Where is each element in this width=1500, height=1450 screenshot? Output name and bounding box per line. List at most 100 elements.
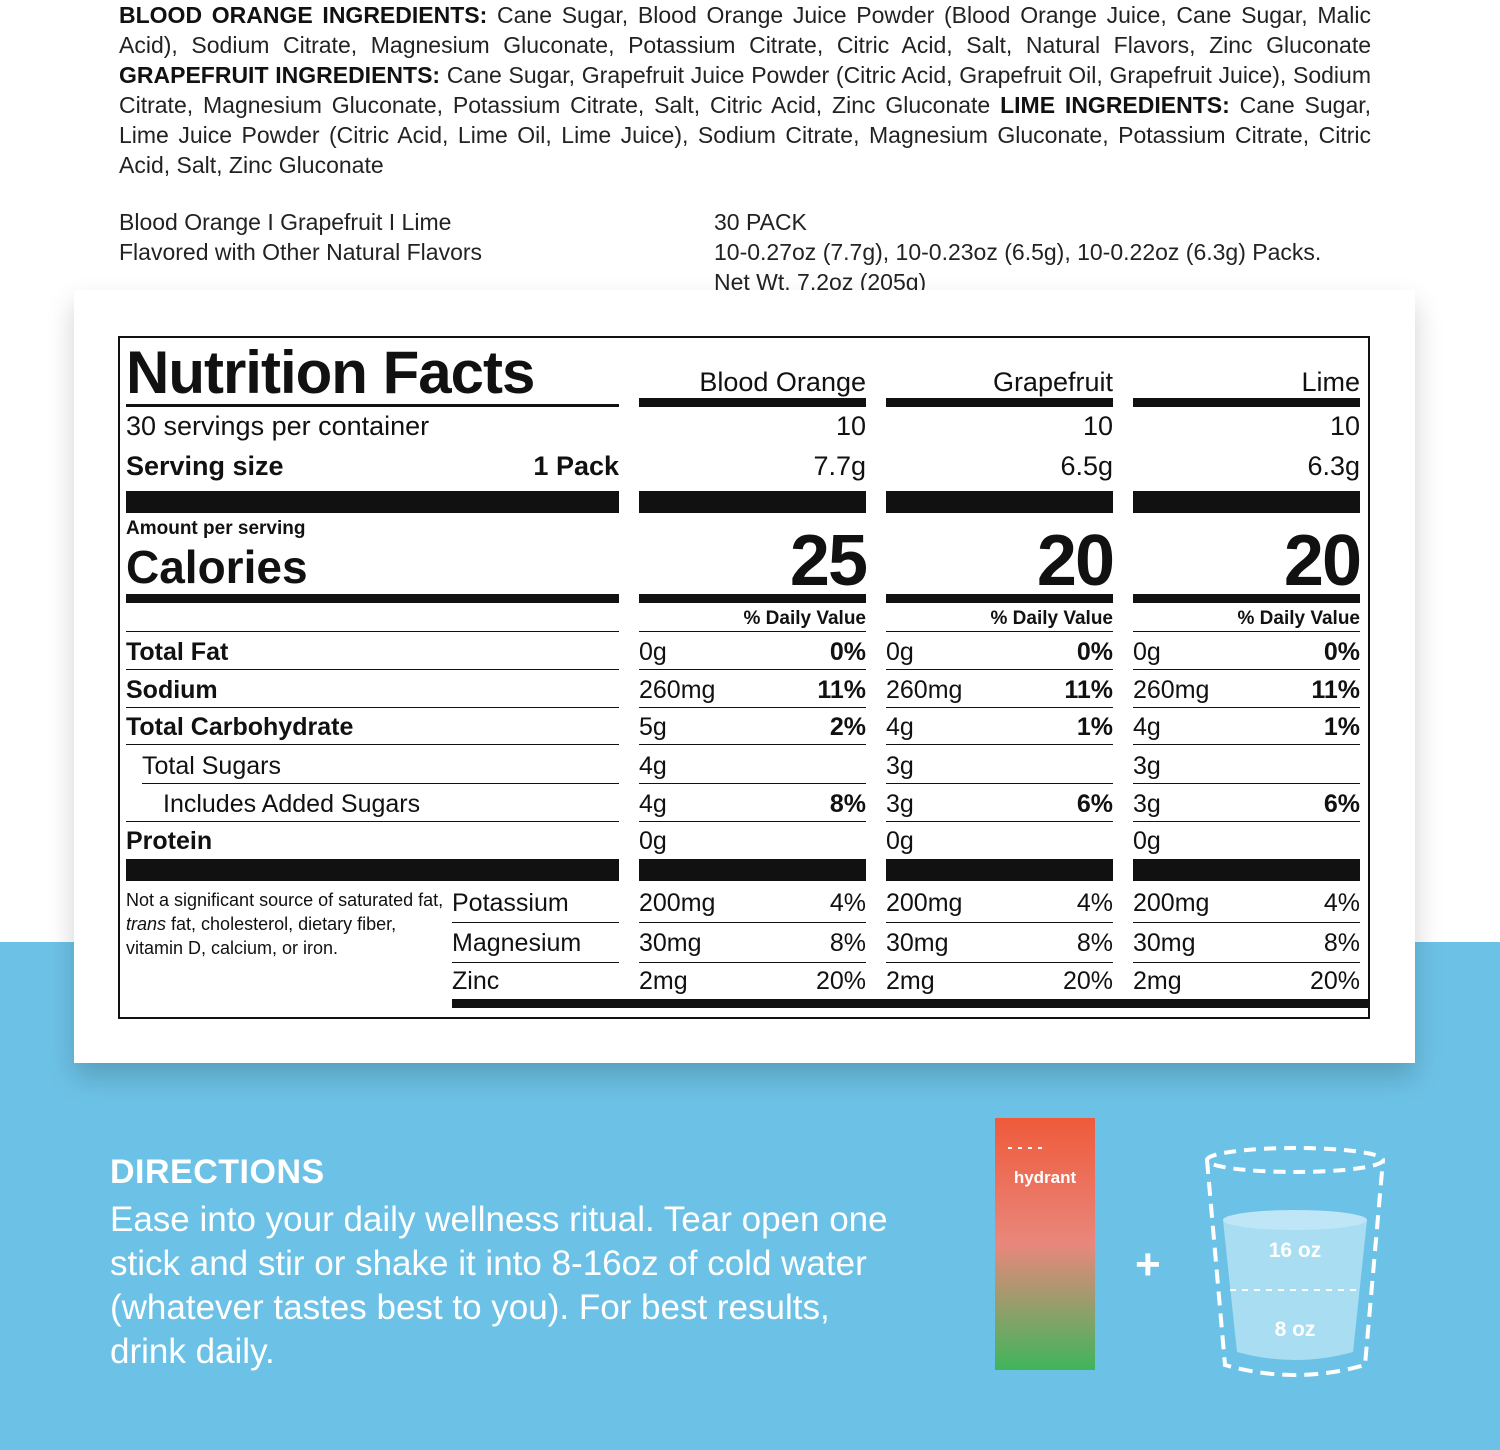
sodium-label: Sodium — [126, 676, 218, 704]
glass-8oz-label: 8 oz — [1275, 1318, 1316, 1341]
zinc-daily-value: 20% — [1062, 967, 1113, 995]
flavor-name: Grapefruit — [992, 367, 1113, 397]
row-divider — [886, 669, 1113, 670]
sodium-amount: 260mg — [886, 676, 963, 704]
servings-count: 10 — [835, 411, 866, 441]
total-carbohydrate-label: Total Carbohydrate — [126, 713, 354, 741]
servings-count: 10 — [1329, 411, 1360, 441]
flavor-name: Blood Orange — [699, 367, 866, 397]
calories-rule — [126, 594, 619, 603]
pack-title: 30 PACK — [714, 209, 807, 235]
serving-size-value: 1 Pack — [533, 451, 619, 481]
row-divider — [1133, 821, 1360, 822]
magnesium-daily-value: 8% — [829, 929, 866, 957]
row-divider — [126, 631, 619, 632]
glass-rim — [1205, 1146, 1385, 1174]
grapefruit-ingredients-text: Cane Sugar, Grapefruit Juice Powder (Cit… — [119, 62, 1371, 118]
daily-value-header: % Daily Value — [990, 608, 1113, 629]
serving-size: 6.3g — [1307, 451, 1360, 481]
calories-value: 25 — [789, 521, 868, 601]
row-divider — [886, 962, 1113, 963]
serving-thick-rule — [126, 491, 619, 513]
row-divider — [886, 783, 1113, 784]
footnote-text: Not a significant source of saturated fa… — [126, 890, 444, 910]
bottom-rule — [452, 999, 1368, 1008]
protein-amount: 0g — [639, 827, 667, 855]
daily-value-header: % Daily Value — [743, 608, 866, 629]
column-rule — [1133, 594, 1360, 603]
added-sugars-label: Includes Added Sugars — [163, 790, 421, 818]
protein-thick-rule — [126, 859, 619, 881]
row-divider — [126, 707, 619, 708]
magnesium-amount: 30mg — [639, 929, 702, 957]
stick-brand-label: hydrant — [1014, 1168, 1077, 1187]
grapefruit-ingredients-label: GRAPEFRUIT INGREDIENTS: — [119, 62, 441, 88]
row-divider — [639, 962, 866, 963]
glass-16oz-label: 16 oz — [1269, 1239, 1322, 1262]
footnote: Not a significant source of saturated fa… — [126, 888, 446, 960]
added-sugars-amount: 3g — [886, 790, 914, 818]
row-divider — [1133, 783, 1360, 784]
row-divider — [452, 922, 619, 923]
total-sugars-label: Total Sugars — [142, 752, 281, 780]
sodium-amount: 260mg — [1133, 676, 1210, 704]
daily-value-header: % Daily Value — [1237, 608, 1360, 629]
title-rule — [126, 404, 619, 407]
directions-section: DIRECTIONS Ease into your daily wellness… — [110, 1152, 910, 1374]
sodium-daily-value: 11% — [817, 676, 866, 704]
magnesium-amount: 30mg — [886, 929, 949, 957]
row-divider — [639, 922, 866, 923]
row-divider — [886, 631, 1113, 632]
directions-title: DIRECTIONS — [110, 1153, 325, 1191]
total-sugars-amount: 4g — [639, 752, 667, 780]
flavor-column-grapefruit: Grapefruit 10 6.5g 20 % Daily Value 0g 0% 260mg… — [886, 338, 1115, 998]
row-divider — [886, 744, 1113, 745]
added-sugars-amount: 4g — [639, 790, 667, 818]
row-divider — [126, 669, 619, 670]
row-divider — [1133, 707, 1360, 708]
total-carbohydrate-daily-value: 1% — [1076, 713, 1113, 741]
flavor-name: Lime — [1301, 367, 1360, 397]
added-sugars-amount: 3g — [1133, 790, 1161, 818]
column-rule — [639, 398, 866, 407]
total-carbohydrate-daily-value: 1% — [1323, 713, 1360, 741]
row-divider — [886, 707, 1113, 708]
serving-size: 6.5g — [1060, 451, 1113, 481]
total-fat-amount: 0g — [886, 638, 914, 666]
potassium-amount: 200mg — [639, 889, 716, 917]
flavored-line: Flavored with Other Natural Flavors — [119, 239, 483, 265]
stick-pack-illustration: hydrant — [995, 1118, 1095, 1370]
sodium-daily-value: 11% — [1064, 676, 1113, 704]
column-thick-rule — [639, 859, 866, 881]
sodium-amount: 260mg — [639, 676, 716, 704]
magnesium-label: Magnesium — [452, 929, 582, 957]
servings-count: 10 — [1082, 411, 1113, 441]
added-sugars-daily-value: 6% — [1323, 790, 1360, 818]
total-fat-amount: 0g — [1133, 638, 1161, 666]
zinc-daily-value: 20% — [1309, 967, 1360, 995]
nutrition-facts-title: Nutrition Facts — [126, 339, 535, 406]
zinc-amount: 2mg — [1133, 967, 1182, 995]
total-sugars-amount: 3g — [1133, 752, 1161, 780]
zinc-label: Zinc — [452, 967, 500, 995]
amount-per-serving: Amount per serving — [126, 518, 306, 539]
row-divider — [1133, 744, 1360, 745]
column-rule — [1133, 398, 1360, 407]
added-sugars-daily-value: 8% — [829, 790, 866, 818]
total-fat-amount: 0g — [639, 638, 667, 666]
row-divider — [142, 783, 619, 784]
row-divider — [639, 707, 866, 708]
calories-value: 20 — [1283, 521, 1362, 601]
row-divider — [886, 821, 1113, 822]
total-fat-label: Total Fat — [126, 638, 229, 666]
row-divider — [452, 962, 619, 963]
potassium-amount: 200mg — [1133, 889, 1210, 917]
total-carbohydrate-amount: 4g — [1133, 713, 1161, 741]
blood-orange-ingredients-label: BLOOD ORANGE INGREDIENTS: — [119, 2, 488, 28]
column-rule — [1133, 491, 1360, 513]
nutrition-facts-panel: Nutrition Facts 30 servings per containe… — [118, 336, 1370, 1019]
calories-value: 20 — [1036, 521, 1115, 601]
potassium-amount: 200mg — [886, 889, 963, 917]
potassium-daily-value: 4% — [1076, 889, 1113, 917]
footnote-trans: trans — [126, 914, 167, 934]
